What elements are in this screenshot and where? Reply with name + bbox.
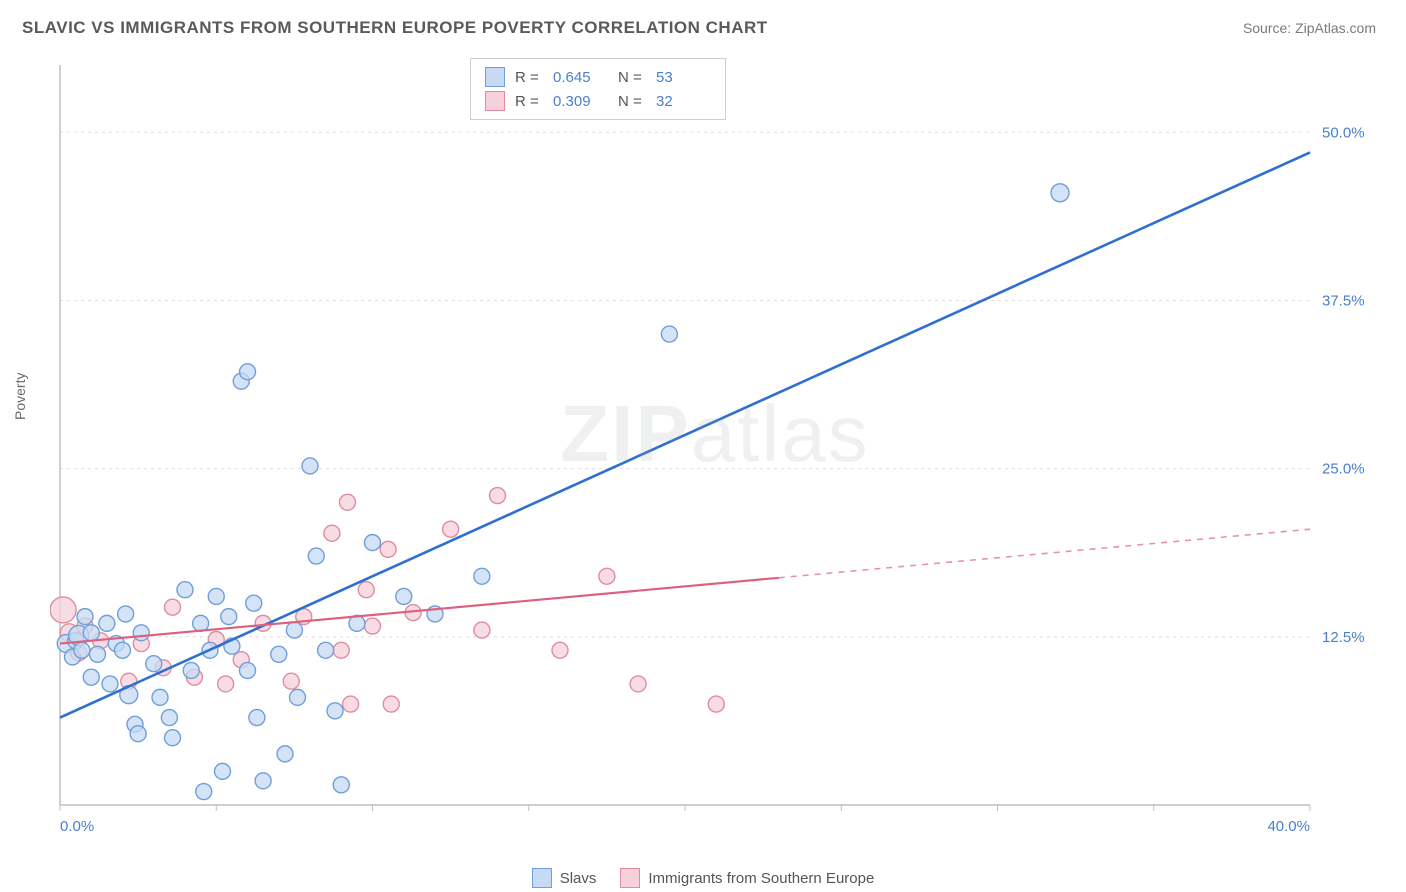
r-value-slavs: 0.645 — [553, 69, 608, 86]
n-label: N = — [618, 93, 646, 110]
svg-text:12.5%: 12.5% — [1322, 629, 1365, 646]
legend-item-slavs: Slavs — [532, 868, 597, 888]
legend-swatch-slavs — [485, 67, 505, 87]
r-label: R = — [515, 69, 543, 86]
chart-title: SLAVIC VS IMMIGRANTS FROM SOUTHERN EUROP… — [22, 18, 768, 38]
correlation-legend: R = 0.645 N = 53 R = 0.309 N = 32 — [470, 58, 726, 120]
n-value-southern: 32 — [656, 93, 711, 110]
legend-swatch-southern — [620, 868, 640, 888]
svg-text:37.5%: 37.5% — [1322, 292, 1365, 309]
svg-text:25.0%: 25.0% — [1322, 461, 1365, 478]
legend-row-southern: R = 0.309 N = 32 — [485, 89, 711, 113]
scatter-plot: 12.5%25.0%37.5%50.0%0.0%40.0% ZIPatlas — [50, 55, 1380, 845]
y-axis-label: Poverty — [12, 373, 28, 420]
series-legend: Slavs Immigrants from Southern Europe — [0, 868, 1406, 888]
legend-swatch-southern — [485, 91, 505, 111]
n-label: N = — [618, 69, 646, 86]
n-value-slavs: 53 — [656, 69, 711, 86]
svg-text:0.0%: 0.0% — [60, 818, 94, 835]
legend-item-southern: Immigrants from Southern Europe — [620, 868, 874, 888]
legend-row-slavs: R = 0.645 N = 53 — [485, 65, 711, 89]
svg-text:40.0%: 40.0% — [1267, 818, 1310, 835]
svg-text:50.0%: 50.0% — [1322, 124, 1365, 141]
r-value-southern: 0.309 — [553, 93, 608, 110]
legend-label-southern: Immigrants from Southern Europe — [648, 870, 874, 887]
legend-label-slavs: Slavs — [560, 870, 597, 887]
chart-svg: 12.5% 25.0% 37.5% 50.0% 0.0% 40.0% — [50, 55, 1380, 845]
r-label: R = — [515, 93, 543, 110]
legend-swatch-slavs — [532, 868, 552, 888]
source-attribution: Source: ZipAtlas.com — [1243, 20, 1376, 36]
